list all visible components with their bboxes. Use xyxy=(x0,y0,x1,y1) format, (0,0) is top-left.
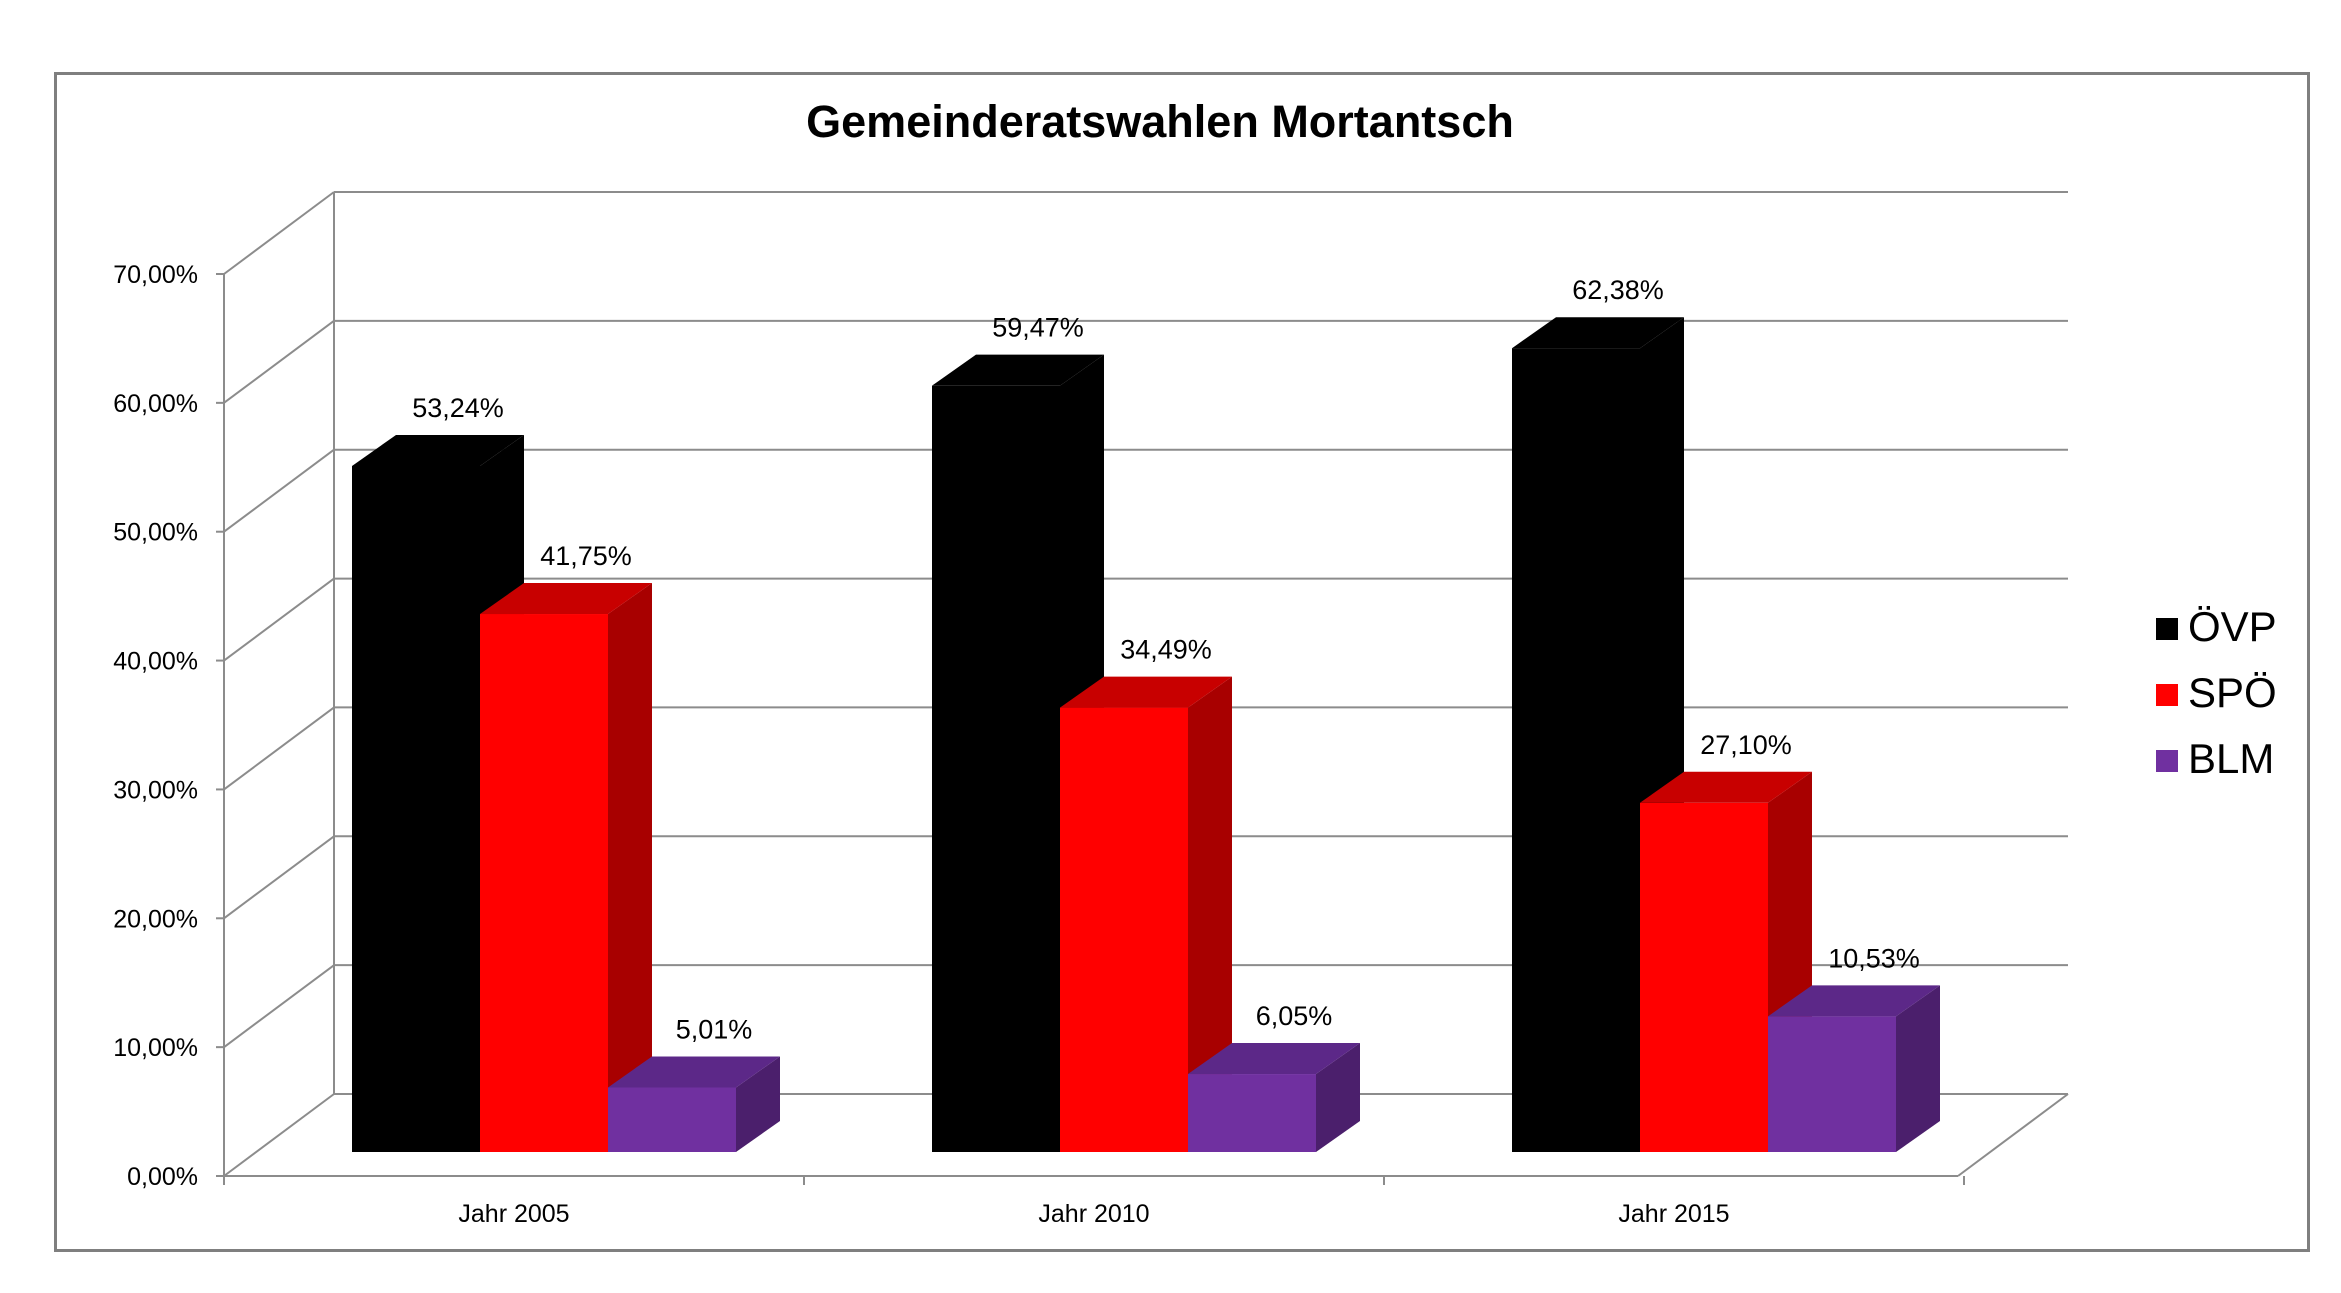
bar-top xyxy=(1640,771,1812,803)
side-gridline xyxy=(223,577,335,662)
y-tick-label: 60,00% xyxy=(113,390,198,418)
bar xyxy=(1768,1016,1896,1152)
legend-swatch xyxy=(2156,750,2178,772)
bar-top xyxy=(1768,985,1940,1017)
bars xyxy=(352,317,1940,1152)
bar xyxy=(932,385,1060,1152)
x-tick-label: Jahr 2015 xyxy=(1618,1200,1729,1228)
side-gridline xyxy=(223,964,335,1048)
bar-top xyxy=(480,583,652,615)
y-tick-label: 50,00% xyxy=(113,519,198,547)
y-tick-label: 10,00% xyxy=(113,1034,198,1062)
y-tick-label: 40,00% xyxy=(113,648,198,676)
data-label: 34,49% xyxy=(1120,635,1212,665)
legend-label: SPÖ xyxy=(2188,669,2277,716)
chart-frame xyxy=(54,72,2310,1252)
bar-top xyxy=(932,354,1104,386)
bar-side xyxy=(1316,1043,1360,1152)
bar xyxy=(480,614,608,1152)
bar-side xyxy=(608,583,652,1152)
side-gridline xyxy=(223,191,335,275)
y-tick-label: 0,00% xyxy=(127,1163,198,1191)
y-tick-label: 30,00% xyxy=(113,776,198,804)
side-gridline xyxy=(223,835,335,920)
bar xyxy=(608,1087,736,1152)
bar-side xyxy=(1188,676,1232,1152)
bar xyxy=(1512,348,1640,1152)
floor-right-edge xyxy=(1957,1093,2069,1177)
side-gridline xyxy=(223,448,335,533)
side-gridline xyxy=(223,320,335,404)
x-tick-label: Jahr 2010 xyxy=(1038,1200,1149,1228)
data-label: 5,01% xyxy=(676,1014,753,1044)
data-label: 53,24% xyxy=(412,393,504,423)
data-labels: 53,24% 59,47% 62,38% 41,75% 34,49% 27,10% 5,01… xyxy=(412,275,1920,1044)
data-label: 59,47% xyxy=(992,313,1084,343)
bar-side xyxy=(1896,985,1940,1152)
bar-top xyxy=(1188,1043,1360,1075)
y-tick-label: 20,00% xyxy=(113,905,198,933)
side-gridline xyxy=(223,706,335,791)
x-tick-label: Jahr 2005 xyxy=(458,1200,569,1228)
bar xyxy=(352,465,480,1152)
data-label: 41,75% xyxy=(540,541,632,571)
bar-top xyxy=(608,1056,780,1088)
bar xyxy=(1060,707,1188,1152)
floor-left-edge xyxy=(223,1093,335,1177)
legend-label: ÖVP xyxy=(2188,603,2277,650)
legend-label: BLM xyxy=(2188,735,2274,782)
legend-swatch xyxy=(2156,684,2178,706)
bar xyxy=(1188,1074,1316,1152)
bar-top xyxy=(1060,676,1232,708)
bar-top xyxy=(352,434,524,466)
data-label: 6,05% xyxy=(1256,1001,1333,1031)
data-label: 62,38% xyxy=(1572,275,1664,305)
legend-swatch xyxy=(2156,618,2178,640)
bar xyxy=(1640,802,1768,1152)
bar-side xyxy=(736,1056,780,1152)
legend: ÖVP SPÖ BLM xyxy=(2156,603,2277,782)
data-label: 27,10% xyxy=(1700,730,1792,760)
y-tick-label: 70,00% xyxy=(113,261,198,289)
bar-top xyxy=(1512,317,1684,349)
chart-title: Gemeinderatswahlen Mortantsch xyxy=(806,96,1514,147)
data-label: 10,53% xyxy=(1828,943,1920,973)
